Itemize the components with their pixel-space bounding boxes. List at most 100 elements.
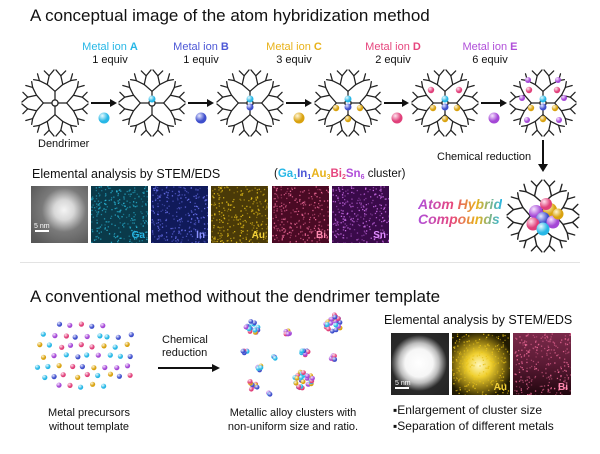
eds-map-bi-bottom: Bi: [513, 333, 571, 395]
precursor-ion: [67, 342, 74, 348]
precursor-ion: [40, 354, 47, 360]
formula-in: In: [297, 168, 308, 180]
cluster-formula: (Ga1In1Au3Bi2Sn6 cluster): [274, 168, 405, 181]
bullet-1-text: Enlargement of cluster size: [397, 403, 542, 417]
precursor-ion: [127, 372, 133, 378]
alloy-clusters: [240, 312, 343, 397]
hybridization-scheme: [21, 69, 580, 253]
alloy-cluster: [240, 348, 250, 356]
precursor-ion: [78, 384, 84, 390]
stem-image-panel: 5 nm: [31, 186, 88, 243]
formula-ga: Ga: [277, 168, 294, 180]
formula-ga-n: 1: [293, 174, 298, 181]
precursor-ion: [42, 374, 48, 381]
ion-e-prefix: Metal ion: [462, 41, 511, 53]
alloy-caption-1: Metallic alloy clusters with: [229, 407, 357, 419]
compound-line-1: Atom Hybrid: [418, 196, 502, 212]
precursor-ion: [91, 365, 97, 371]
chemical-reduction-label: Chemical reduction: [437, 151, 532, 163]
alloy-caption-2: non-uniform size and ratio.: [227, 421, 359, 433]
dendrimer-4: [411, 69, 479, 137]
ion-b-equiv: 1 equiv: [183, 54, 219, 66]
top-section-title: A conceptual image of the atom hybridiza…: [30, 6, 430, 25]
eds-title-top: Elemental analysis by STEM/EDS: [32, 167, 221, 181]
precursor-ion: [75, 354, 81, 360]
bullet-2: ▪Separation of different metals: [393, 419, 554, 433]
metal-precursor-dots: [34, 321, 134, 390]
precursor-caption-2: without template: [48, 421, 130, 433]
alloy-cluster: [299, 348, 311, 358]
ion-label-b: Metal ion B 1 equiv: [166, 41, 236, 67]
formula-au: Au: [311, 168, 327, 180]
eds-noise-au: [211, 186, 268, 243]
alloy-cluster: [247, 379, 260, 392]
eds-noise-bi: [272, 186, 329, 243]
alloy-cluster: [266, 390, 273, 397]
precursor-ion: [34, 364, 41, 370]
precursor-caption-1: Metal precursors: [48, 407, 130, 419]
formula-close: cluster): [364, 168, 406, 180]
eds-map-ga: Ga: [91, 186, 148, 243]
precursor-ion: [56, 382, 62, 388]
bottom-reduction-line1: Chemical: [162, 334, 208, 346]
eds-title-bottom: Elemental analysis by STEM/EDS: [384, 313, 573, 327]
precursor-ion: [112, 344, 118, 350]
precursor-ion: [95, 372, 101, 379]
ion-c-prefix: Metal ion: [266, 41, 314, 53]
scale-bar-label-bottom: 5 nm: [395, 380, 411, 387]
alloy-cluster: [283, 328, 292, 337]
precursor-ion: [95, 352, 101, 358]
precursor-ion: [116, 373, 122, 379]
eds-map-sn-label: Sn: [373, 230, 386, 241]
eds-noise-sn: [332, 186, 389, 243]
step-arrows: [91, 99, 548, 172]
ion-c-letter: C: [313, 41, 322, 53]
precursor-ion: [67, 382, 73, 388]
precursor-ion: [128, 332, 134, 338]
bottom-reduction-line2: reduction: [162, 347, 208, 359]
precursor-ion: [79, 364, 85, 370]
eds-noise-ga: [91, 186, 148, 243]
eds-map-bi: Bi: [272, 186, 329, 243]
precursor-ion: [101, 343, 107, 349]
alloy-cluster: [271, 354, 278, 361]
eds-map-au: Au: [211, 186, 268, 243]
precursor-ion: [84, 371, 90, 378]
atom-hybrid-compounds-text: Atom Hybrid Compounds: [418, 197, 502, 227]
precursor-ion: [51, 374, 57, 380]
compound-line-2: Compounds: [418, 211, 500, 227]
precursor-ion: [115, 334, 121, 340]
precursor-ion: [40, 331, 46, 337]
precursor-ion: [59, 344, 65, 350]
alloy-cluster: [328, 353, 338, 362]
formula-open: (: [274, 168, 278, 180]
precursor-ion: [75, 374, 81, 380]
precursor-ion: [104, 334, 110, 340]
precursor-ion: [107, 352, 113, 358]
precursor-ion: [124, 363, 131, 369]
precursor-ion: [45, 363, 51, 370]
bullet-2-text: Separation of different metals: [397, 419, 554, 433]
eds-map-au-label: Au: [251, 230, 265, 241]
eds-noise-au-bottom: [452, 333, 510, 395]
alloy-cluster: [255, 363, 264, 373]
bullet-1-marker: ▪: [393, 403, 398, 417]
ion-a-equiv: 1 equiv: [92, 54, 128, 66]
precursor-ion: [78, 321, 84, 327]
precursor-ion: [124, 341, 130, 347]
bullet-2-marker: ▪: [393, 419, 398, 433]
free-ion-spheres: [98, 112, 500, 124]
eds-noise-bi-bottom: [514, 333, 571, 395]
precursor-ion: [37, 342, 43, 348]
eds-map-in: In: [151, 186, 208, 243]
ion-a-letter: A: [129, 41, 138, 53]
scale-bar-bottom: [395, 387, 409, 389]
dendrimer-5: [509, 69, 577, 137]
precursor-ion: [56, 363, 62, 369]
precursor-ion: [100, 323, 106, 329]
ion-d-letter: D: [412, 41, 421, 53]
ion-label-e: Metal ion E 6 equiv: [455, 41, 525, 67]
formula-in-n: 1: [307, 174, 312, 181]
precursor-ion: [84, 352, 90, 358]
precursor-ion: [101, 383, 107, 389]
